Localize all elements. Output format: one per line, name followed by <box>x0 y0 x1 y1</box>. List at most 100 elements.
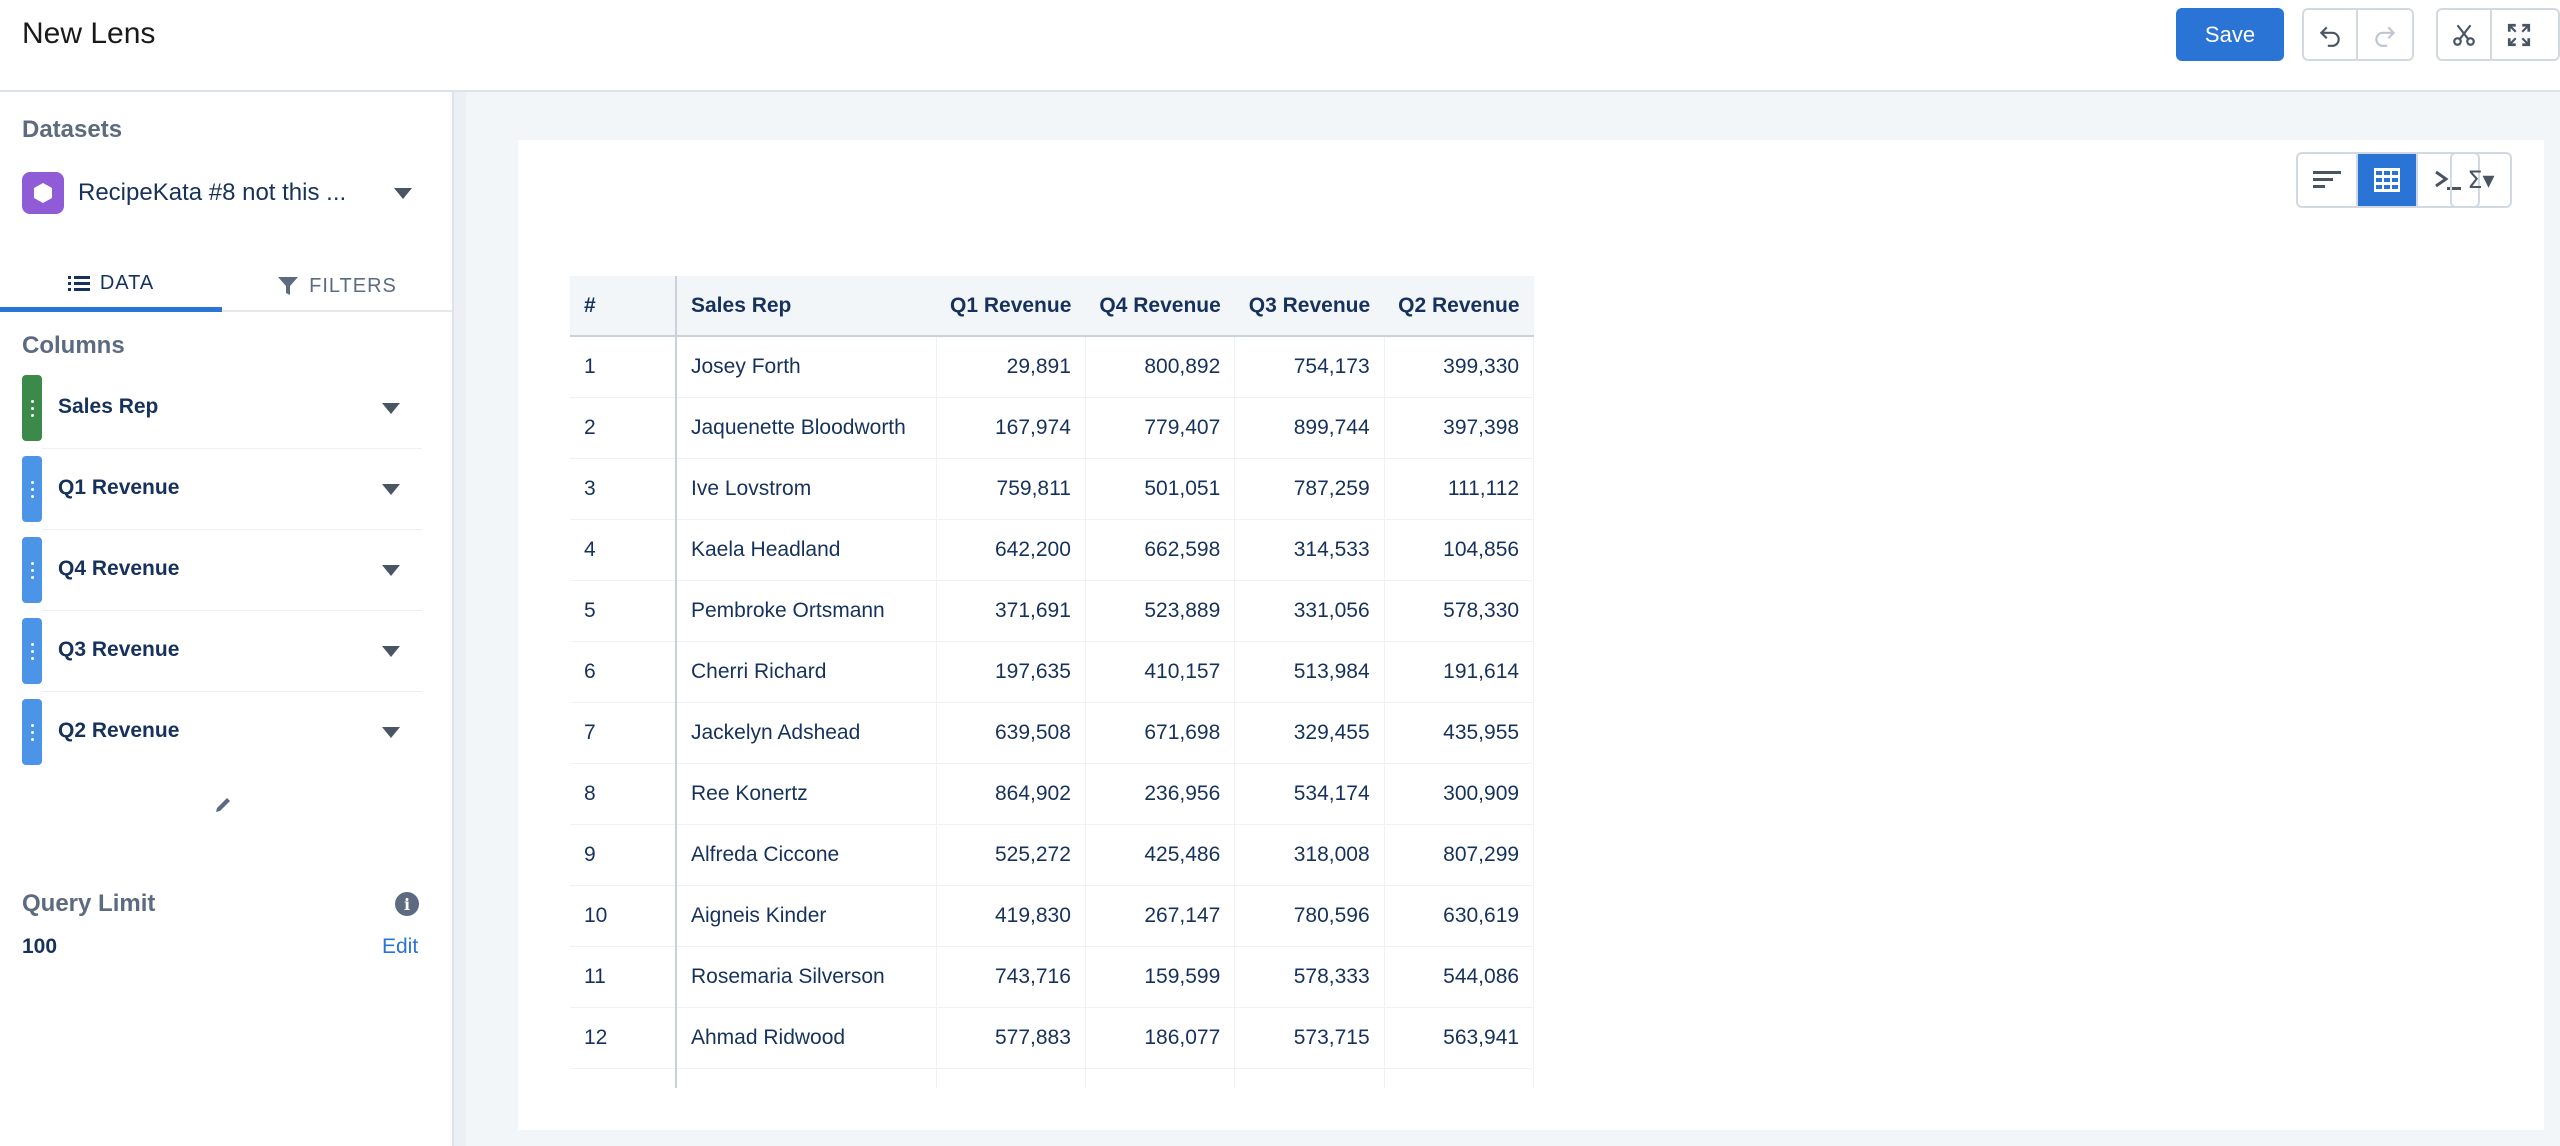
drag-handle[interactable] <box>22 537 42 603</box>
table-cell: 371,691 <box>936 580 1086 642</box>
drag-handle[interactable] <box>22 375 42 441</box>
table-header-row: # Sales Rep Q1 Revenue Q4 Revenue Q3 Rev… <box>570 276 1534 337</box>
expand-button[interactable] <box>2492 10 2546 59</box>
column-header[interactable]: Q4 Revenue <box>1085 276 1235 337</box>
table-cell: 578,330 <box>1384 580 1535 642</box>
expand-icon <box>2507 23 2531 46</box>
table-row: 11 Rosemaria Silverson 743,716 159,599 578,3… <box>570 946 1535 1008</box>
table-row: 8 Ree Konertz 864,902 236,956 534,174 300,909 <box>570 763 1535 825</box>
chevron-down-icon[interactable] <box>382 727 400 738</box>
sidebar-resize-handle[interactable] <box>452 92 466 1146</box>
drag-handle[interactable] <box>22 699 42 765</box>
column-item-q2-revenue[interactable]: Q2 Revenue <box>22 699 422 765</box>
save-button[interactable]: Save <box>2176 8 2284 61</box>
table-row: 5 Pembroke Ortsmann 371,691 523,889 331,056 5… <box>570 580 1535 642</box>
filter-icon <box>278 277 299 295</box>
chevron-down-icon[interactable] <box>382 484 400 495</box>
table-cell: Josey Forth <box>676 336 937 398</box>
aggregate-button[interactable]: Σ▾ <box>2450 152 2512 208</box>
column-item-sales-rep[interactable]: Sales Rep <box>22 375 422 449</box>
table-cell: 780,596 <box>1234 885 1385 947</box>
column-item-q3-revenue[interactable]: Q3 Revenue <box>22 618 422 692</box>
query-limit-edit-link[interactable]: Edit <box>382 935 419 958</box>
table-cell: 104,856 <box>1384 519 1535 581</box>
table-cell: 397,398 <box>1384 397 1535 459</box>
table-cell: 779,407 <box>1085 397 1236 459</box>
table-cell: 523,889 <box>1085 580 1236 642</box>
table-cell: Ree Konertz <box>676 763 937 825</box>
table-cell: 534,174 <box>1234 763 1385 825</box>
tab-filters[interactable]: FILTERS <box>222 260 452 312</box>
query-view-button[interactable] <box>2418 154 2478 206</box>
table-icon <box>2374 168 2400 192</box>
chevron-down-icon[interactable] <box>382 646 400 657</box>
query-limit-heading: Query Limit <box>22 890 156 917</box>
table-cell: Alfreda Ciccone <box>676 824 937 886</box>
results-card: Σ▾ # Sales Rep Q1 Revenue Q4 Revenue Q3 … <box>518 140 2544 1130</box>
undo-button[interactable] <box>2304 10 2358 59</box>
column-label: Q1 Revenue <box>58 476 180 499</box>
table-cell: Aigneis Kinder <box>676 885 937 947</box>
table-cell: 197,635 <box>936 641 1086 703</box>
column-header[interactable]: Q2 Revenue <box>1384 276 1534 337</box>
column-item-q4-revenue[interactable]: Q4 Revenue <box>22 537 422 611</box>
table-cell: 186,077 <box>1085 1007 1236 1069</box>
table-cell: 7 <box>570 702 677 764</box>
drag-handle[interactable] <box>22 456 42 522</box>
table-cell: Jackelyn Adshead <box>676 702 937 764</box>
table-cell: Jaquenette Bloodworth <box>676 397 937 459</box>
table-row: 1 Josey Forth 29,891 800,892 754,173 399,330 <box>570 336 1535 398</box>
divider <box>42 529 422 530</box>
table-cell: Kaela Headland <box>676 519 937 581</box>
table-cell: 8 <box>570 763 677 825</box>
table-cell: 513,984 <box>1234 641 1385 703</box>
table-cell: 5 <box>570 580 677 642</box>
chart-view-button[interactable] <box>2298 154 2358 206</box>
dataset-selector[interactable]: RecipeKata #8 not this ... <box>22 170 422 216</box>
chevron-down-icon[interactable] <box>382 565 400 576</box>
tab-data[interactable]: DATA <box>0 260 222 312</box>
column-label: Q4 Revenue <box>58 557 180 580</box>
chevron-down-icon[interactable] <box>394 188 412 199</box>
table-cell: 671,698 <box>1085 702 1236 764</box>
column-header[interactable]: Q3 Revenue <box>1234 276 1385 337</box>
table-cell: 267,147 <box>1085 885 1236 947</box>
cut-button[interactable] <box>2438 10 2492 59</box>
column-item-q1-revenue[interactable]: Q1 Revenue <box>22 456 422 530</box>
table-cell: 662,598 <box>1085 519 1236 581</box>
table-cell: 525,272 <box>936 824 1086 886</box>
table-cell: 864,902 <box>936 763 1086 825</box>
table-cell: 1 <box>570 336 677 398</box>
chevron-down-icon[interactable] <box>382 403 400 414</box>
undo-icon <box>2319 26 2340 47</box>
column-header[interactable]: Q1 Revenue <box>936 276 1086 337</box>
column-header[interactable]: # <box>570 276 677 337</box>
sigma-icon: Σ▾ <box>2467 166 2495 194</box>
main-area: Σ▾ # Sales Rep Q1 Revenue Q4 Revenue Q3 … <box>466 92 2560 1146</box>
dataset-icon <box>22 172 64 214</box>
table-cell: 578,333 <box>1234 946 1385 1008</box>
table-spacer-row <box>570 1068 1535 1088</box>
bars-horizontal-icon <box>2313 171 2341 188</box>
column-header[interactable]: Sales Rep <box>676 276 936 337</box>
table-view-button[interactable] <box>2358 154 2418 206</box>
info-icon[interactable]: i <box>395 892 419 916</box>
table-cell: 9 <box>570 824 677 886</box>
table-cell: 2 <box>570 397 677 459</box>
table-cell: 318,008 <box>1234 824 1385 886</box>
datasets-heading: Datasets <box>22 116 123 143</box>
table-row: 6 Cherri Richard 197,635 410,157 513,984 191,… <box>570 641 1535 703</box>
table-cell: Ive Lovstrom <box>676 458 937 520</box>
divider <box>42 610 422 611</box>
table-cell: 754,173 <box>1234 336 1385 398</box>
table-cell: 12 <box>570 1007 677 1069</box>
table-cell: Ahmad Ridwood <box>676 1007 937 1069</box>
pencil-icon[interactable] <box>214 796 232 814</box>
table-row: 2 Jaquenette Bloodworth 167,974 779,407 899,… <box>570 397 1535 459</box>
tab-filters-label: FILTERS <box>309 274 397 297</box>
column-label: Q2 Revenue <box>58 719 180 742</box>
drag-handle[interactable] <box>22 618 42 684</box>
table-row: 10 Aigneis Kinder 419,830 267,147 780,596 630… <box>570 885 1535 947</box>
redo-button[interactable] <box>2358 10 2412 59</box>
visualization-toggle-group <box>2296 152 2480 208</box>
